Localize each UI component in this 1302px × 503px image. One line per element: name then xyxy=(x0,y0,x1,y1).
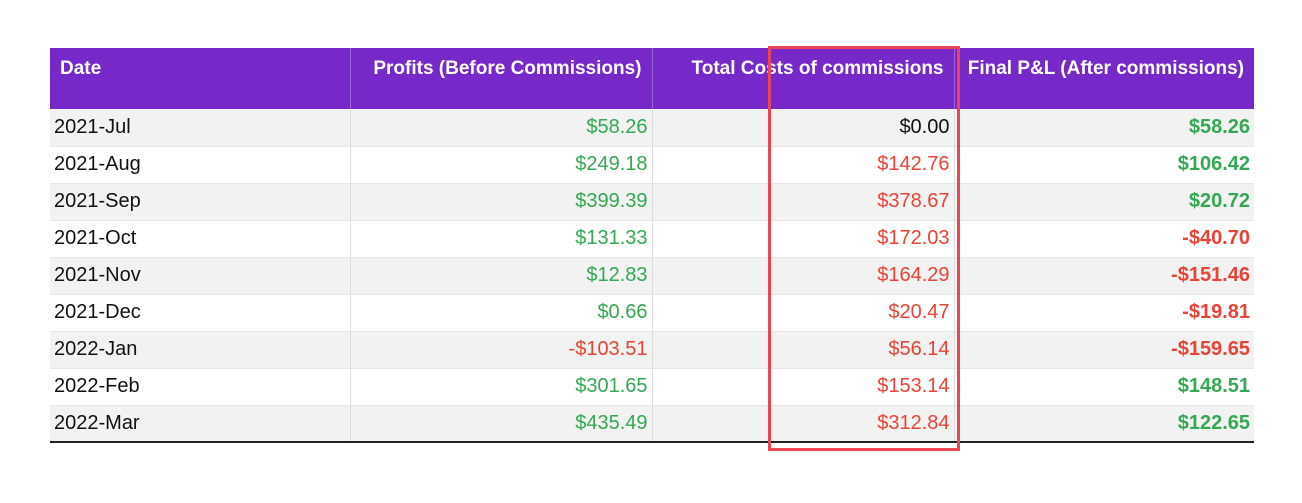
cell-costs: $378.67 xyxy=(652,183,955,221)
header-date: Date xyxy=(50,48,351,109)
cell-date: 2021-Jul xyxy=(50,109,351,147)
cell-costs: $164.29 xyxy=(652,257,955,295)
cell-costs: $56.14 xyxy=(652,331,955,369)
table-row: 2021-Jul $58.26 $0.00 $58.26 xyxy=(50,109,1254,147)
cell-final: $20.72 xyxy=(954,183,1254,221)
cell-final: $148.51 xyxy=(954,368,1254,406)
table-row: 2021-Sep $399.39 $378.67 $20.72 xyxy=(50,183,1254,221)
header-costs: Total Costs of commissions xyxy=(652,48,955,109)
table-row: 2022-Feb $301.65 $153.14 $148.51 xyxy=(50,368,1254,406)
cell-date: 2021-Nov xyxy=(50,257,351,295)
cell-final: -$151.46 xyxy=(954,257,1254,295)
cell-final: -$159.65 xyxy=(954,331,1254,369)
cell-costs: $142.76 xyxy=(652,146,955,184)
cell-costs: $312.84 xyxy=(652,405,955,443)
table-row: 2022-Jan -$103.51 $56.14 -$159.65 xyxy=(50,331,1254,369)
cell-profits: $435.49 xyxy=(350,405,653,443)
cell-date: 2021-Sep xyxy=(50,183,351,221)
table-row: 2021-Dec $0.66 $20.47 -$19.81 xyxy=(50,294,1254,332)
cell-final: $122.65 xyxy=(954,405,1254,443)
cell-profits: $12.83 xyxy=(350,257,653,295)
cell-profits: $131.33 xyxy=(350,220,653,258)
cell-profits: $301.65 xyxy=(350,368,653,406)
cell-final: $58.26 xyxy=(954,109,1254,147)
cell-costs: $0.00 xyxy=(652,109,955,147)
table-row: 2021-Aug $249.18 $142.76 $106.42 xyxy=(50,146,1254,184)
cell-profits: -$103.51 xyxy=(350,331,653,369)
header-row: Date Profits (Before Commissions) Total … xyxy=(50,48,1254,109)
table-row: 2022-Mar $435.49 $312.84 $122.65 xyxy=(50,405,1254,443)
cell-final: -$40.70 xyxy=(954,220,1254,258)
table-row: 2021-Oct $131.33 $172.03 -$40.70 xyxy=(50,220,1254,258)
cell-costs: $153.14 xyxy=(652,368,955,406)
pnl-table: Date Profits (Before Commissions) Total … xyxy=(50,48,1254,443)
cell-final: -$19.81 xyxy=(954,294,1254,332)
cell-date: 2021-Oct xyxy=(50,220,351,258)
cell-profits: $58.26 xyxy=(350,109,653,147)
cell-final: $106.42 xyxy=(954,146,1254,184)
header-profits: Profits (Before Commissions) xyxy=(350,48,653,109)
cell-profits: $0.66 xyxy=(350,294,653,332)
cell-date: 2021-Aug xyxy=(50,146,351,184)
cell-date: 2022-Jan xyxy=(50,331,351,369)
table-row: 2021-Nov $12.83 $164.29 -$151.46 xyxy=(50,257,1254,295)
cell-date: 2022-Mar xyxy=(50,405,351,443)
cell-costs: $20.47 xyxy=(652,294,955,332)
table-body: 2021-Jul $58.26 $0.00 $58.26 2021-Aug $2… xyxy=(50,109,1254,443)
header-final: Final P&L (After commissions) xyxy=(954,48,1254,109)
pnl-table-container: Date Profits (Before Commissions) Total … xyxy=(50,48,1254,443)
cell-date: 2021-Dec xyxy=(50,294,351,332)
table-header: Date Profits (Before Commissions) Total … xyxy=(50,48,1254,109)
cell-profits: $249.18 xyxy=(350,146,653,184)
cell-profits: $399.39 xyxy=(350,183,653,221)
cell-costs: $172.03 xyxy=(652,220,955,258)
cell-date: 2022-Feb xyxy=(50,368,351,406)
